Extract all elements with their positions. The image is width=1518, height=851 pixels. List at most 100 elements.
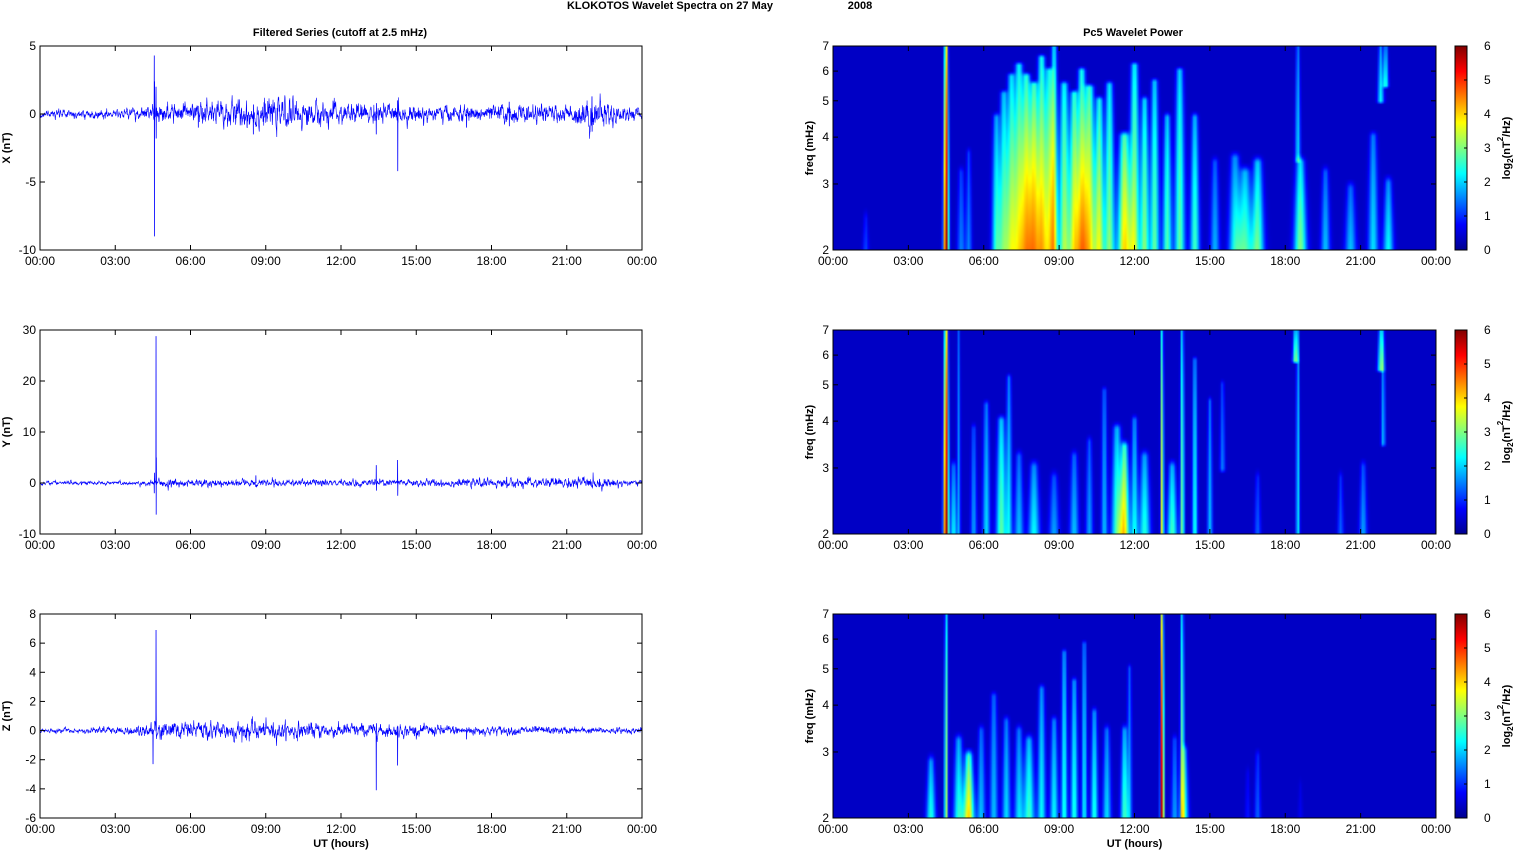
x-tick-label: 15:00	[1195, 538, 1225, 552]
x-tick-label: 03:00	[893, 822, 923, 836]
y-tick-label: 6	[29, 636, 36, 650]
colorbar-tick-label: 1	[1484, 209, 1491, 223]
heatmap-cells	[833, 46, 1436, 250]
x-series-panel: -10 -5 0 5 X (nT) 00:00 03:00 06:00 09:00 12:00 15…	[1, 39, 657, 268]
colorbar-tick-label: 0	[1484, 243, 1491, 257]
x-tick-label: 06:00	[969, 538, 999, 552]
right-column-title: Pc5 Wavelet Power	[1083, 27, 1184, 39]
x-tick-label: 06:00	[175, 822, 205, 836]
x-tick-label: 06:00	[175, 538, 205, 552]
x-tick-label: 09:00	[251, 538, 281, 552]
y-tick-label: 6	[822, 64, 829, 78]
colorbar-label: log2(nT2/Hz)	[1496, 684, 1515, 747]
x-tick-label: 09:00	[1044, 254, 1074, 268]
x-tick-label: 12:00	[1119, 538, 1149, 552]
y-axis-label: freq (mHz)	[804, 688, 816, 743]
plot-area	[40, 614, 642, 818]
x-tick-label: 00:00	[818, 254, 848, 268]
spike	[155, 336, 157, 515]
colorbar-tick-label: 4	[1484, 675, 1491, 689]
x-tick-label: 18:00	[1270, 538, 1300, 552]
colorbar-tick-label: 0	[1484, 811, 1491, 825]
colorbar-tick-label: 0	[1484, 527, 1491, 541]
colorbar-tick-label: 4	[1484, 107, 1491, 121]
y-tick-label: 2	[822, 811, 829, 825]
x-tick-label: 18:00	[476, 538, 506, 552]
x-tick-label: 09:00	[1044, 538, 1074, 552]
y-axis-label: freq (mHz)	[804, 404, 816, 459]
y-tick-label: 5	[822, 378, 829, 392]
y-series-panel: -10 0 10 20 30 Y (nT) 00:00 03:00 06:00 09:00 12:0…	[1, 323, 657, 552]
spike	[153, 55, 156, 237]
colorbar-label: log2(nT2/Hz)	[1496, 116, 1515, 179]
x-tick-label: 18:00	[1270, 822, 1300, 836]
x-tick-label: 09:00	[251, 254, 281, 268]
x-tick-label: 12:00	[326, 822, 356, 836]
heatmap-image	[833, 614, 1436, 818]
y-tick-label: 6	[822, 632, 829, 646]
plot-area	[40, 46, 642, 250]
heatmap-image	[833, 330, 1436, 534]
heatmap-cells	[833, 330, 1436, 534]
y-tick-label: 0	[29, 476, 36, 490]
colorbar-tick-label: 5	[1484, 73, 1491, 87]
x-tick-label: 12:00	[1119, 822, 1149, 836]
colorbar-tick-label: 6	[1484, 323, 1491, 337]
colorbar: 0 1 2 3 4 5 6 log2(nT2/Hz)	[1454, 607, 1515, 825]
x-tick-label: 03:00	[100, 822, 130, 836]
y-tick-label: 20	[23, 374, 37, 388]
y-tick-label: 0	[29, 724, 36, 738]
x-tick-label: 18:00	[1270, 254, 1300, 268]
x-tick-label: 15:00	[401, 822, 431, 836]
colorbar-tick-label: 2	[1484, 175, 1491, 189]
y-tick-label: 5	[29, 39, 36, 53]
x-tick-label: 21:00	[1346, 254, 1376, 268]
colorbar-tick-label: 2	[1484, 459, 1491, 473]
y-tick-label: -4	[25, 782, 36, 796]
colorbar-tick-label: 4	[1484, 391, 1491, 405]
x-tick-label: 00:00	[818, 822, 848, 836]
x-tick-label: 00:00	[1421, 254, 1451, 268]
colorbar: 0 1 2 3 4 5 6 log2(nT2/Hz)	[1454, 323, 1515, 541]
y-tick-label: 7	[822, 323, 829, 337]
data-trace	[40, 93, 642, 139]
x-tick-label: 03:00	[100, 538, 130, 552]
x-tick-label: 03:00	[893, 538, 923, 552]
y-tick-label: 8	[29, 607, 36, 621]
data-trace	[40, 716, 642, 746]
colorbar: 0 1 2 3 4 5 6 log2(nT2/Hz)	[1454, 39, 1515, 257]
x-tick-label: 00:00	[627, 254, 657, 268]
x-tick-label: 12:00	[326, 254, 356, 268]
y-tick-label: 4	[822, 414, 829, 428]
z-wavelet-panel: 2 3 4 5 6 7 freq (mHz) 00:00 03:00 06:00 09:00 12:0…	[804, 607, 1515, 850]
y-axis-label: Z (nT)	[1, 700, 13, 731]
data-trace	[40, 472, 642, 492]
colorbar-tick-label: 6	[1484, 39, 1491, 53]
y-tick-label: 5	[822, 94, 829, 108]
y-axis-label: freq (mHz)	[804, 120, 816, 175]
y-tick-label: 7	[822, 607, 829, 621]
x-tick-label: 00:00	[1421, 822, 1451, 836]
y-tick-label: 30	[23, 323, 37, 337]
y-tick-label: 4	[29, 665, 36, 679]
x-tick-label: 03:00	[893, 254, 923, 268]
y-tick-label: 3	[822, 461, 829, 475]
colorbar-tick-label: 5	[1484, 357, 1491, 371]
y-tick-label: -6	[25, 811, 36, 825]
y-tick-label: 2	[822, 527, 829, 541]
x-tick-label: 00:00	[25, 822, 55, 836]
z-series-panel: -6 -4 -2 0 2 4 6 8 Z (nT) 00:00 03:00 06:00 09:00 12:…	[1, 607, 657, 850]
figure-title: KLOKOTOS Wavelet Spectra on 27 May	[567, 0, 774, 12]
x-tick-label: 21:00	[552, 254, 582, 268]
y-tick-label: -2	[25, 753, 36, 767]
x-tick-label: 00:00	[25, 254, 55, 268]
x-tick-label: 06:00	[969, 254, 999, 268]
y-tick-label: -10	[19, 527, 37, 541]
x-wavelet-panel: 2 3 4 5 6 7 freq (mHz) 00:00 03:00 06:00 09:00 12:0…	[804, 39, 1515, 268]
x-tick-label: 21:00	[552, 822, 582, 836]
x-tick-label: 15:00	[401, 538, 431, 552]
x-tick-label: 21:00	[1346, 822, 1376, 836]
x-tick-label: 00:00	[627, 538, 657, 552]
plot-area	[40, 330, 642, 534]
